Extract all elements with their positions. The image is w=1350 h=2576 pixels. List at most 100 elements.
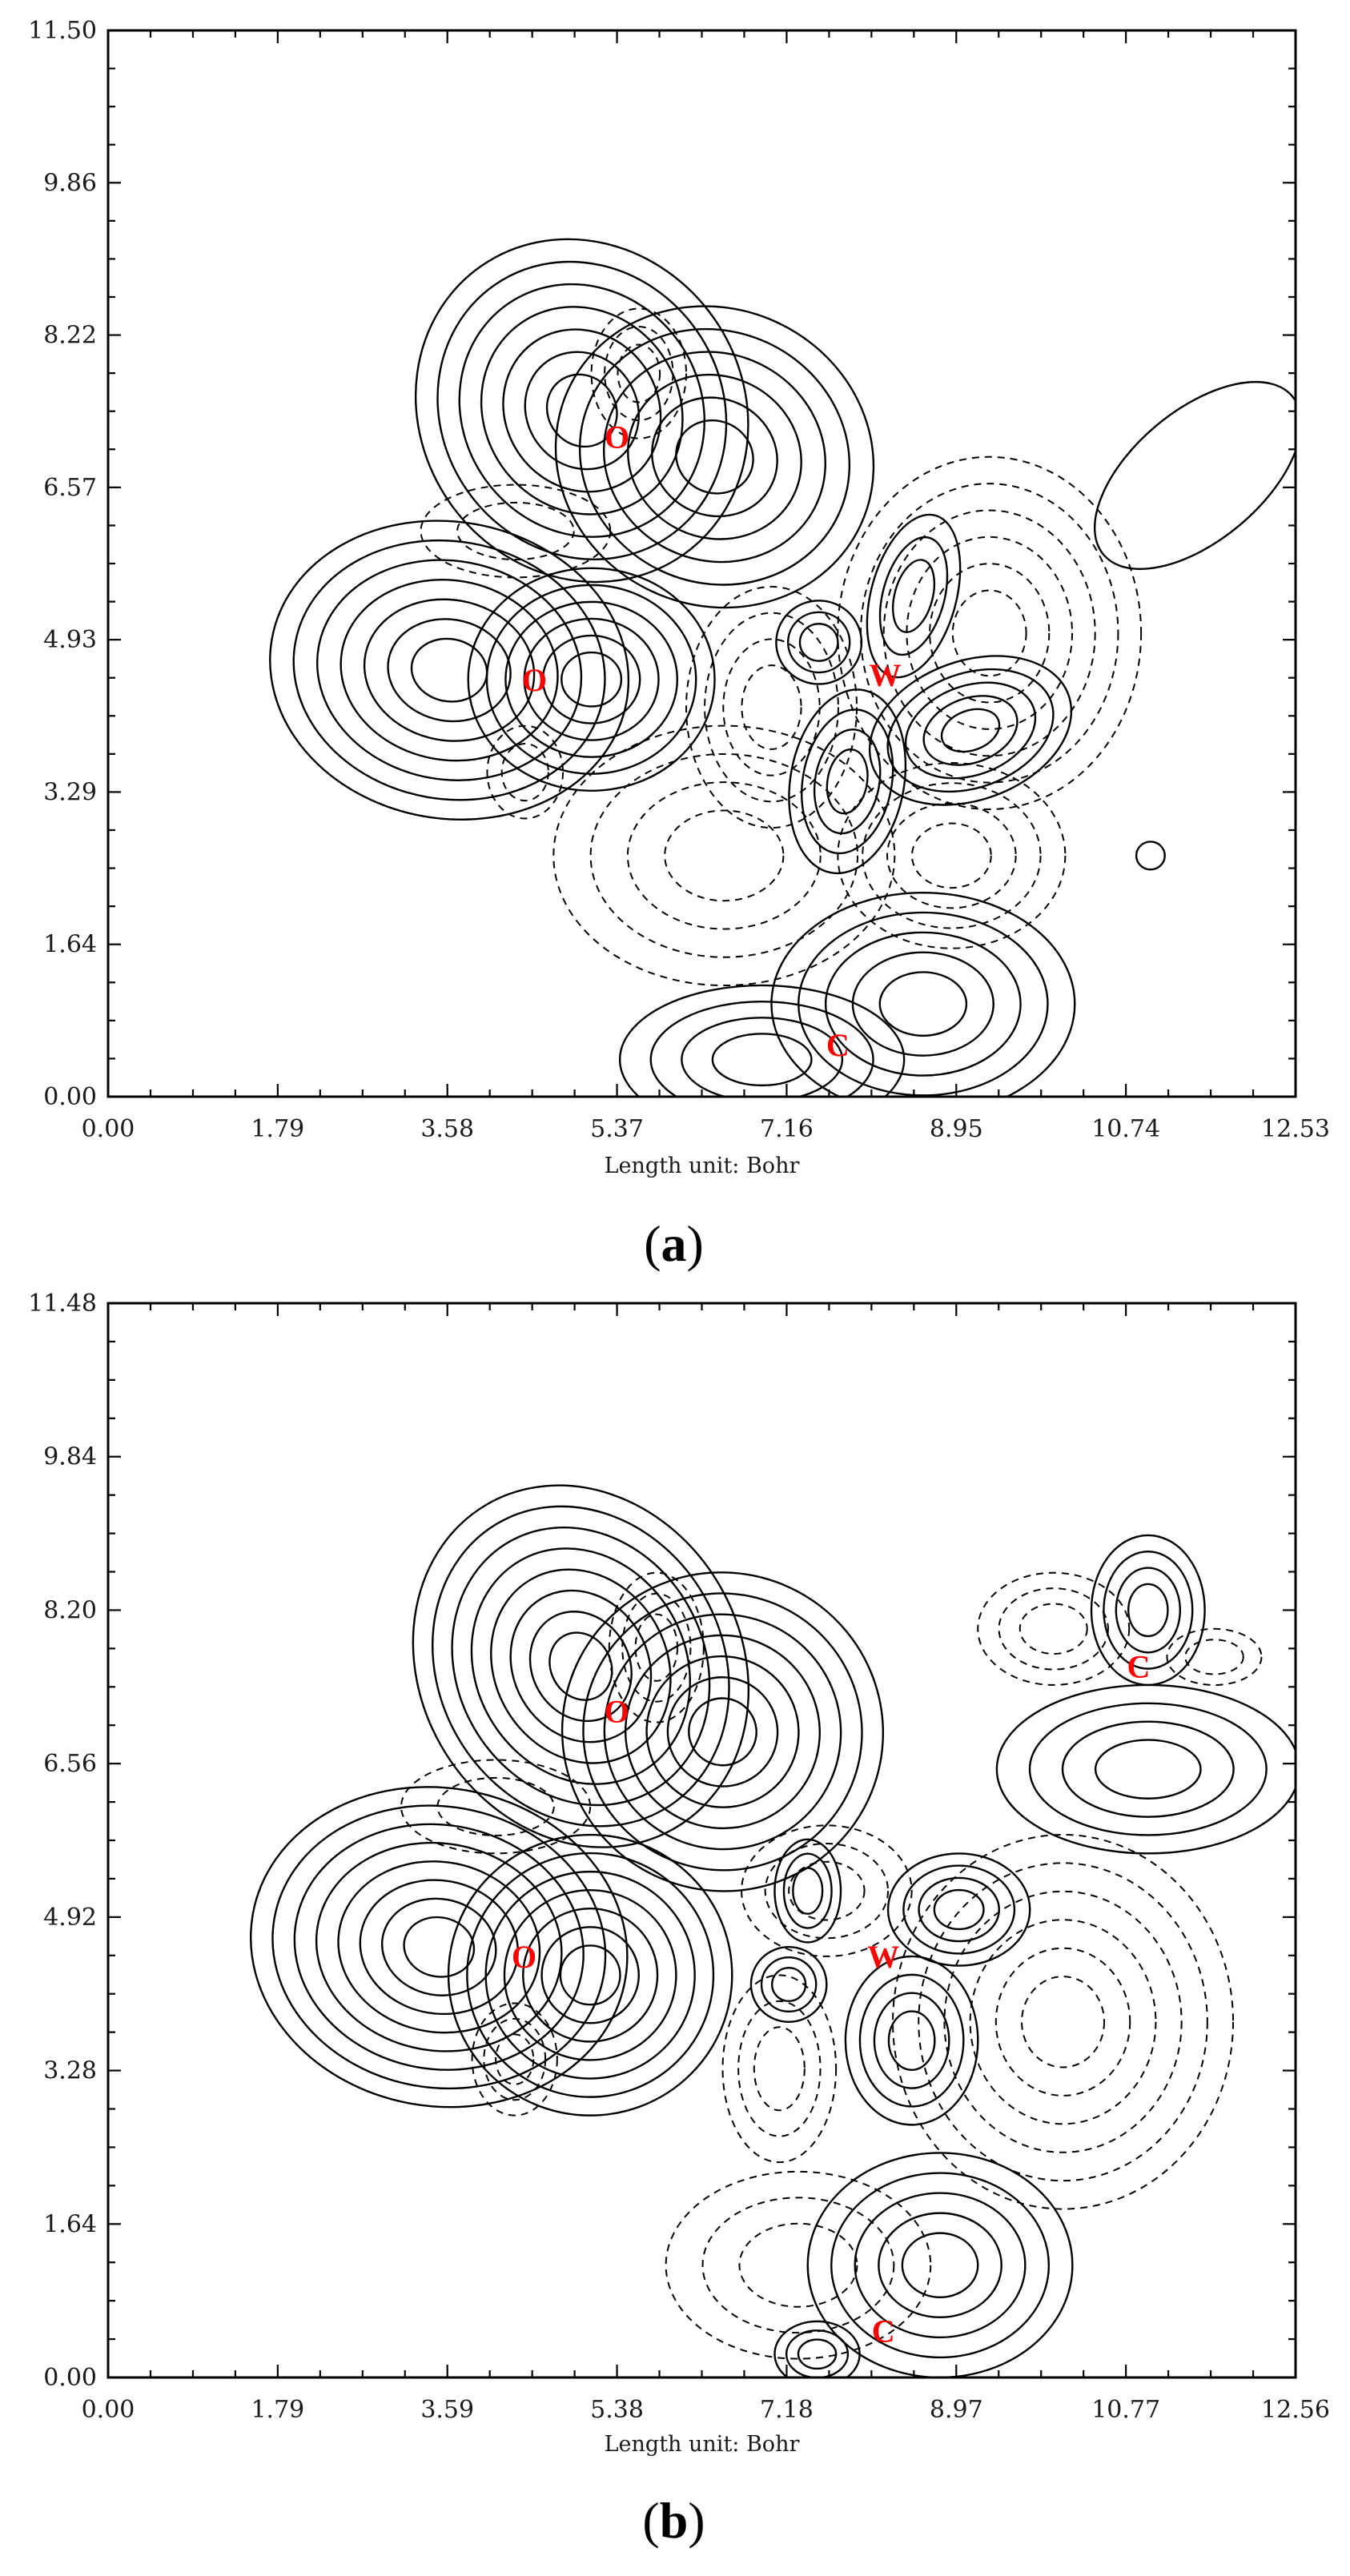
dashed-contour-13-3 [741,664,802,750]
solid-contour-5-2 [918,1876,1000,1943]
solid-contour-7-2 [813,728,882,835]
y-tick-label: 3.29 [43,778,97,806]
solid-contour-0-2 [458,283,705,538]
solid-contour-9-1 [649,1000,874,1097]
panel-caption-letter: a [661,1215,687,1272]
solid-contour-5-3 [933,1888,985,1931]
x-axis-unit-label: Length unit: Bohr [605,2432,800,2457]
solid-contour-5-1 [878,536,949,656]
dashed-contour-12-1 [860,483,1119,784]
dashed-contour-12-5 [1021,1976,1106,2068]
solid-contour-0-7 [548,1631,613,1701]
solid-contour-1-2 [602,351,826,564]
y-tick-label: 6.56 [43,1750,97,1778]
atom-label-w: W [867,1939,899,1975]
solid-contour-6-2 [770,1967,807,2003]
dashed-contour-14-2 [886,802,1017,909]
solid-contour-8-0 [995,1683,1296,1855]
solid-contour-2-4 [337,1860,541,2034]
panel-caption-letter: b [660,2492,689,2549]
solid-contour-0-1 [432,1505,730,1828]
solid-contour-10-0 [1093,380,1296,570]
dashed-contour-13-0 [741,1824,913,1957]
solid-contour-5-0 [866,513,962,679]
y-tick-label: 1.64 [43,2210,97,2238]
panel-a: 0.00 1.79 3.58 5.37 7.16 8.95 10.74 12.53 0.00 1.… [28,17,1330,1272]
atom-label-o: O [512,1939,536,1975]
dashed-contour-19-2 [738,2222,858,2308]
x-tick-label: 12.56 [1261,2396,1330,2424]
dashed-contour-13-2 [788,1860,866,1921]
x-tick-label: 1.79 [251,1115,304,1143]
dashed-contour-13-2 [722,638,821,776]
x-tick-label: 5.38 [590,2396,644,2424]
dashed-contour-19-0 [665,2170,932,2360]
x-tick-label: 1.79 [251,2396,304,2424]
solid-contour-6-4 [940,708,1001,753]
solid-contour-3-4 [522,1908,659,2043]
solid-contour-5-2 [891,559,936,633]
solid-contour-10-3 [878,2212,1002,2319]
y-tick-label: 3.28 [43,2057,97,2085]
solid-contour-1-1 [578,327,851,586]
solid-contour-9-2 [1115,1567,1182,1654]
dashed-contour-18-0 [420,484,612,579]
x-tick-label: 0.00 [82,2396,135,2424]
solid-contour-3-2 [504,600,679,758]
dashed-contour-13-0 [685,585,858,829]
y-tick-label: 6.57 [43,474,97,502]
solid-contour-3-1 [466,1852,715,2098]
dashed-contour-12-2 [882,509,1096,757]
solid-contour-3-5 [540,1926,640,2024]
dashed-contour-15-1 [589,752,859,958]
dashed-contour-17-1 [500,743,549,802]
y-tick-label: 8.22 [43,322,97,350]
y-tick-label: 11.48 [28,1290,97,1318]
solid-contour-7-2 [873,1992,950,2089]
solid-contour-8-2 [824,931,1022,1077]
solid-contour-6-1 [886,668,1055,793]
solid-contour-10-0 [806,2152,1074,2377]
y-tick-label: 0.00 [43,1083,97,1111]
dashed-contour-16-2 [634,1613,679,1682]
dashed-contour-12-3 [906,536,1074,730]
y-tick-label: 11.50 [28,17,97,45]
solid-contour-2-5 [359,1879,519,2016]
solid-contour-8-0 [770,892,1076,1097]
solid-contour-2-0 [269,520,630,821]
solid-contour-9-1 [1103,1551,1194,1670]
x-tick-label: 0.00 [82,1115,135,1143]
solid-contour-2-2 [293,1823,585,2071]
solid-contour-8-4 [878,971,968,1037]
solid-contour-11-2 [797,2338,838,2370]
solid-contour-4-2 [792,1867,824,1915]
solid-contour-0-4 [502,328,662,493]
atom-label-c: C [872,2313,895,2349]
dashed-contour-16-0 [608,1571,705,1723]
solid-contour-9-2 [681,1017,844,1097]
y-tick-label: 8.20 [43,1596,97,1624]
solid-contour-0-0 [412,1484,750,1848]
dashed-contour-19-1 [701,2197,895,2334]
solid-contour-8-1 [798,911,1049,1097]
solid-contour-1-1 [582,1592,863,1872]
dashed-contour-16-2 [617,343,661,403]
solid-contour-0-5 [509,1589,653,1743]
solid-contour-5-0 [886,1852,1031,1967]
solid-contour-1-5 [675,419,754,495]
x-tick-label: 3.58 [420,1115,474,1143]
solid-contour-10-2 [854,2192,1027,2339]
y-tick-label: 0.00 [43,2364,97,2392]
x-tick-label: 7.18 [760,2396,814,2424]
dashed-contour-13-1 [764,1843,890,1940]
solid-contour-2-5 [387,618,512,723]
solid-contour-7-0 [788,688,907,875]
dashed-contour-18-0 [400,1759,592,1855]
dashed-contour-20-1 [737,2000,822,2137]
x-tick-label: 10.77 [1091,2396,1160,2424]
solid-contour-7-3 [826,748,869,815]
solid-contour-7-0 [844,1955,979,2126]
y-tick-label: 4.92 [43,1904,97,1932]
dashed-contour-12-4 [994,1947,1131,2097]
solid-contour-1-0 [560,1571,885,1892]
